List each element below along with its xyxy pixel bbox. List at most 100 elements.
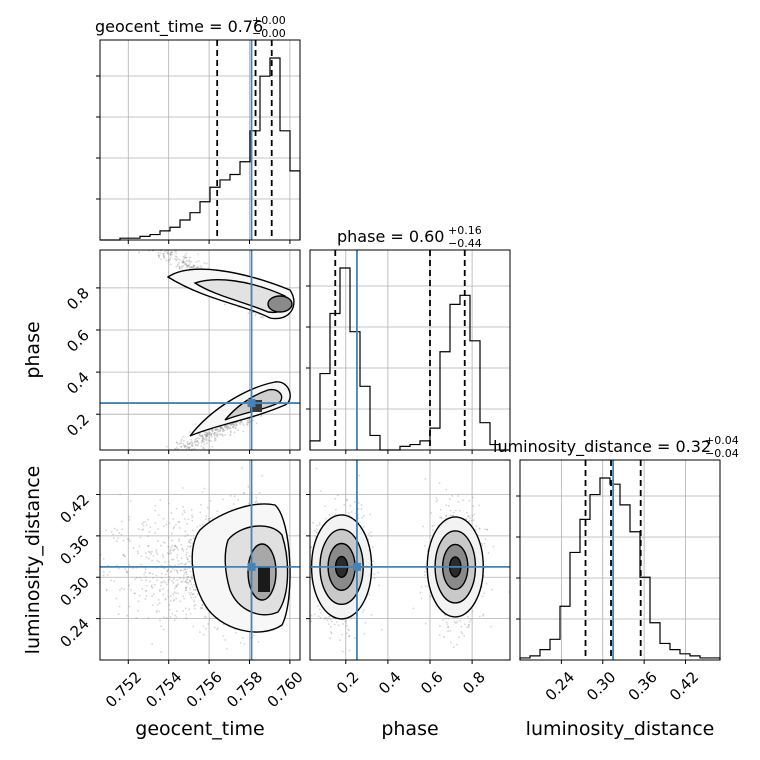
panel-luminosity-distance-vs-geocent-time-sample-point <box>158 602 161 604</box>
panel-luminosity-distance-vs-geocent-time-sample-point <box>169 571 172 573</box>
hist-phase-bars <box>309 267 510 451</box>
panel-luminosity-distance-vs-phase-sample-point <box>485 582 488 585</box>
panel-phase-vs-geocent-time-sample-point <box>177 443 180 445</box>
panel-luminosity-distance-vs-geocent-time-sample-point <box>123 588 125 591</box>
panel-phase-vs-geocent-time-sample-point <box>184 445 187 447</box>
panel-phase-vs-geocent-time-sample-point <box>200 435 203 437</box>
panel-phase-vs-geocent-time-sample-point <box>206 433 209 436</box>
panel-phase-vs-geocent-time-sample-point <box>184 254 187 257</box>
panel-luminosity-distance-vs-geocent-time-sample-point <box>171 567 174 570</box>
panel-luminosity-distance-vs-geocent-time-sample-point <box>203 487 206 490</box>
panel-luminosity-distance-vs-geocent-time-sample-point <box>187 540 190 543</box>
panel-luminosity-distance-vs-geocent-time-sample-point <box>142 528 145 531</box>
panel-luminosity-distance-vs-geocent-time-sample-point <box>174 544 176 547</box>
panel-luminosity-distance-vs-phase-sample-point <box>318 608 321 611</box>
panel-luminosity-distance-vs-phase-sample-point <box>438 625 441 627</box>
panel-luminosity-distance-vs-geocent-time-sample-point <box>187 575 190 578</box>
panel-phase-vs-geocent-time-sample-point <box>169 256 172 259</box>
panel-phase-vs-geocent-time-sample-point <box>195 444 198 447</box>
hist-luminosity-distance-bars <box>519 477 721 660</box>
panel-luminosity-distance-vs-geocent-time-sample-point <box>116 529 119 532</box>
panel-luminosity-distance-vs-geocent-time-sample-point <box>173 587 176 590</box>
panel-phase-vs-geocent-time-sample-point <box>206 434 208 437</box>
panel-luminosity-distance-vs-geocent-time-sample-point <box>169 595 172 598</box>
panel-luminosity-distance-vs-geocent-time-sample-point <box>110 530 113 533</box>
panel-luminosity-distance-vs-phase-sample-point <box>481 544 484 547</box>
panel-phase-vs-geocent-time-sample-point <box>192 266 195 269</box>
panel-phase-vs-geocent-time-sample-point <box>200 266 203 269</box>
panel-phase-vs-geocent-time-sample-point <box>198 437 201 440</box>
panel-phase-vs-geocent-time-sample-point <box>188 261 191 263</box>
panel-phase-vs-geocent-time-sample-point <box>182 261 185 263</box>
panel-luminosity-distance-vs-geocent-time-sample-point <box>184 607 187 610</box>
panel-luminosity-distance-vs-phase-sample-point <box>319 612 322 614</box>
panel-phase-vs-geocent-time-sample-point <box>171 251 173 253</box>
hist-geocent-time-frame <box>99 39 301 241</box>
panel-phase-vs-geocent-time-sample-point <box>192 264 195 267</box>
panel-phase-vs-geocent-time-sample-point <box>213 432 216 435</box>
panel-phase-vs-geocent-time-sample-point <box>185 252 188 255</box>
panel-phase-vs-geocent-time-sample-point <box>255 422 258 425</box>
panel-luminosity-distance-vs-phase-sample-point <box>370 614 373 616</box>
panel-phase-vs-geocent-time-sample-point <box>185 447 188 450</box>
panel-phase-vs-geocent-time-sample-point <box>175 258 178 261</box>
panel-luminosity-distance-vs-geocent-time-sample-point <box>172 593 175 595</box>
panel-luminosity-distance-vs-phase-sample-point <box>315 531 318 534</box>
panel-phase-vs-geocent-time-sample-point <box>178 266 181 269</box>
panel-phase-vs-geocent-time-sample-point <box>168 259 171 261</box>
panel-luminosity-distance-vs-geocent-time-sample-point <box>148 572 151 574</box>
panel-phase-vs-geocent-time-sample-point <box>205 431 207 434</box>
panel-phase-vs-geocent-time-sample-point <box>234 427 237 430</box>
panel-phase-vs-geocent-time-sample-point <box>177 261 180 264</box>
panel-phase-vs-geocent-time-sample-point <box>184 256 186 259</box>
panel-luminosity-distance-vs-phase-sample-point <box>348 649 351 652</box>
panel-luminosity-distance-vs-geocent-time-sample-point <box>112 533 114 536</box>
panel-phase-vs-geocent-time-sample-point <box>206 442 208 445</box>
panel-luminosity-distance-vs-phase-sample-point <box>460 625 463 628</box>
panel-luminosity-distance-vs-geocent-time-sample-point <box>144 552 147 555</box>
panel-phase-vs-geocent-time-sample-point <box>201 440 204 443</box>
panel-phase-vs-geocent-time-sample-point <box>219 430 222 432</box>
panel-phase-vs-geocent-time-sample-point <box>210 433 213 436</box>
panel-luminosity-distance-vs-phase-sample-point <box>349 504 352 507</box>
panel-phase-vs-geocent-time-sample-point <box>190 260 193 263</box>
panel-luminosity-distance-vs-geocent-time-sample-point <box>216 627 219 629</box>
panel-luminosity-distance-vs-geocent-time-sample-point <box>155 574 158 577</box>
panel-luminosity-distance-vs-phase-sample-point <box>345 621 348 624</box>
panel-luminosity-distance-vs-geocent-time-sample-point <box>149 580 152 583</box>
panel-luminosity-distance-vs-phase-sample-point <box>361 516 364 519</box>
panel-luminosity-distance-vs-geocent-time-sample-point <box>136 550 139 553</box>
panel-phase-vs-geocent-time-sample-point <box>207 432 210 435</box>
panel-phase-vs-geocent-time-sample-point <box>186 443 189 446</box>
panel-phase-vs-geocent-time-sample-point <box>232 424 235 427</box>
panel-phase-vs-geocent-time-sample-point <box>190 445 193 447</box>
panel-luminosity-distance-vs-phase-sample-point <box>436 498 439 501</box>
panel-luminosity-distance-vs-geocent-time-sample-point <box>203 616 206 618</box>
panel-phase-vs-geocent-time-sample-point <box>193 440 196 443</box>
panel-phase-vs-geocent-time-sample-point <box>196 440 199 443</box>
panel-phase-vs-geocent-time-sample-point <box>214 439 217 441</box>
panel-phase-vs-geocent-time-sample-point <box>249 421 251 423</box>
panel-luminosity-distance-vs-geocent-time-sample-point <box>128 584 131 587</box>
panel-phase-vs-geocent-time-sample-point <box>262 316 265 319</box>
panel-phase-vs-geocent-time-sample-point <box>163 257 166 260</box>
y-tick-label-luminosity-distance: 0.36 <box>56 532 92 568</box>
panel-phase-vs-geocent-time-sample-point <box>227 425 230 428</box>
panel-phase-vs-geocent-time-sample-point <box>211 429 214 431</box>
panel-phase-vs-geocent-time-sample-point <box>223 429 226 432</box>
panel-luminosity-distance-vs-geocent-time-sample-point <box>147 617 150 619</box>
panel-luminosity-distance-vs-geocent-time-sample-point <box>201 604 204 606</box>
panel-luminosity-distance-vs-geocent-time-sample-point <box>193 607 196 610</box>
panel-phase-vs-geocent-time-sample-point <box>200 441 203 444</box>
panel-luminosity-distance-vs-geocent-time-sample-point <box>261 474 264 477</box>
panel-phase-vs-geocent-time-sample-point <box>229 431 232 434</box>
panel-luminosity-distance-vs-geocent-time-sample-point <box>140 555 143 558</box>
panel-luminosity-distance-vs-geocent-time-sample-point <box>141 588 144 590</box>
panel-luminosity-distance-vs-phase-sample-point <box>324 505 327 508</box>
panel-luminosity-distance-vs-geocent-time-sample-point <box>181 562 184 565</box>
panel-luminosity-distance-vs-geocent-time-sample-point <box>102 570 105 573</box>
panel-luminosity-distance-vs-phase-sample-point <box>346 625 348 627</box>
panel-phase-vs-geocent-time-sample-point <box>246 421 249 424</box>
panel-luminosity-distance-vs-geocent-time-sample-point <box>258 491 261 494</box>
panel-phase-vs-geocent-time-sample-point <box>222 428 225 431</box>
